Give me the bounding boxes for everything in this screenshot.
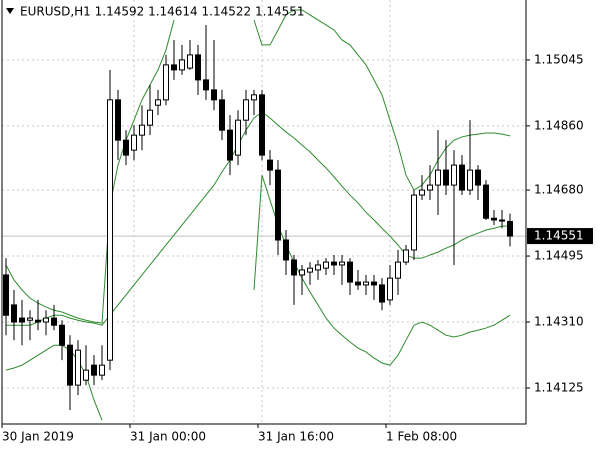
candle-body — [435, 169, 441, 186]
candle-body — [51, 317, 57, 326]
candle-body — [91, 364, 97, 376]
candle-body — [419, 189, 425, 196]
candle-body — [395, 261, 401, 279]
candle-body — [27, 317, 33, 321]
candle-body — [387, 277, 393, 301]
candle-body — [203, 79, 209, 91]
candle-body — [43, 317, 49, 323]
candle-body — [123, 139, 129, 156]
candle-body — [131, 134, 137, 151]
candle-body — [83, 369, 89, 381]
candle-body — [251, 94, 257, 101]
axes: 1.15045 1.14860 1.14680 1.14495 1.14310 1.141… — [1, 0, 593, 444]
x-tick-label: 31 Jan 16:00 — [258, 430, 334, 444]
candle-body — [459, 164, 465, 191]
candle-body — [171, 64, 177, 71]
candle-body — [259, 94, 265, 156]
candle-body — [331, 261, 337, 266]
candle-body — [411, 194, 417, 251]
candle-body — [3, 274, 9, 316]
band-line — [5, 9, 511, 324]
candle-body — [243, 99, 249, 121]
candle-body — [491, 217, 497, 221]
symbol-menu-icon — [6, 8, 14, 14]
candles — [3, 24, 513, 411]
candle-body — [211, 89, 217, 101]
candle-body — [371, 281, 377, 286]
candle-body — [403, 249, 409, 263]
y-tick-label: 1.15045 — [534, 52, 584, 66]
candle-body — [323, 261, 329, 269]
candle-body — [483, 184, 489, 219]
candle-body — [467, 169, 473, 191]
candle-body — [315, 264, 321, 271]
candle-body — [291, 259, 297, 276]
candle-body — [219, 99, 225, 131]
candle-body — [35, 319, 41, 323]
band-line — [6, 111, 510, 326]
last-price-label: 1.14551 — [534, 229, 584, 243]
candle-body — [283, 239, 289, 261]
candle-body — [195, 54, 201, 81]
candle-body — [499, 219, 505, 222]
candle-body — [107, 99, 113, 361]
candle-body — [139, 124, 145, 136]
plot-frame — [1, 0, 527, 425]
candle-body — [19, 317, 25, 323]
candle-body — [75, 349, 81, 386]
candle-body — [275, 169, 281, 241]
grid — [2, 0, 526, 424]
candle-body — [163, 64, 169, 101]
y-tick-label: 1.14860 — [534, 118, 584, 132]
candle-body — [451, 164, 457, 186]
last-price-box — [527, 228, 593, 245]
y-tick-label: 1.14310 — [534, 315, 584, 329]
candle-body — [307, 267, 313, 273]
candle-body — [427, 184, 433, 191]
candle-body — [99, 364, 105, 376]
candle-body — [339, 261, 345, 266]
candle-body — [379, 284, 385, 303]
chart-title: EURUSD,H1 1.14592 1.14614 1.14522 1.1455… — [20, 5, 305, 19]
y-tick-label: 1.14680 — [534, 183, 584, 197]
candle-body — [179, 59, 185, 71]
x-tick-label: 1 Feb 08:00 — [386, 430, 457, 444]
candle-body — [507, 220, 513, 237]
candle-body — [347, 261, 353, 283]
candle-body — [299, 269, 305, 276]
candle-body — [115, 99, 121, 141]
candle-body — [235, 119, 241, 156]
candle-body — [443, 169, 449, 186]
candle-body — [67, 344, 73, 386]
candle-body — [355, 281, 361, 286]
candle-body — [11, 304, 17, 323]
candle-body — [155, 99, 161, 106]
candle-body — [147, 109, 153, 126]
candle-body — [227, 129, 233, 161]
y-tick-label: 1.14125 — [534, 380, 584, 394]
x-tick-label: 31 Jan 00:00 — [130, 430, 206, 444]
candle-body — [267, 159, 273, 171]
candle-body — [363, 281, 369, 286]
candle-body — [475, 169, 481, 186]
y-tick-label: 1.14495 — [534, 249, 584, 263]
candle-body — [59, 324, 65, 346]
x-tick-label: 30 Jan 2019 — [2, 430, 74, 444]
candle-body — [187, 54, 193, 69]
